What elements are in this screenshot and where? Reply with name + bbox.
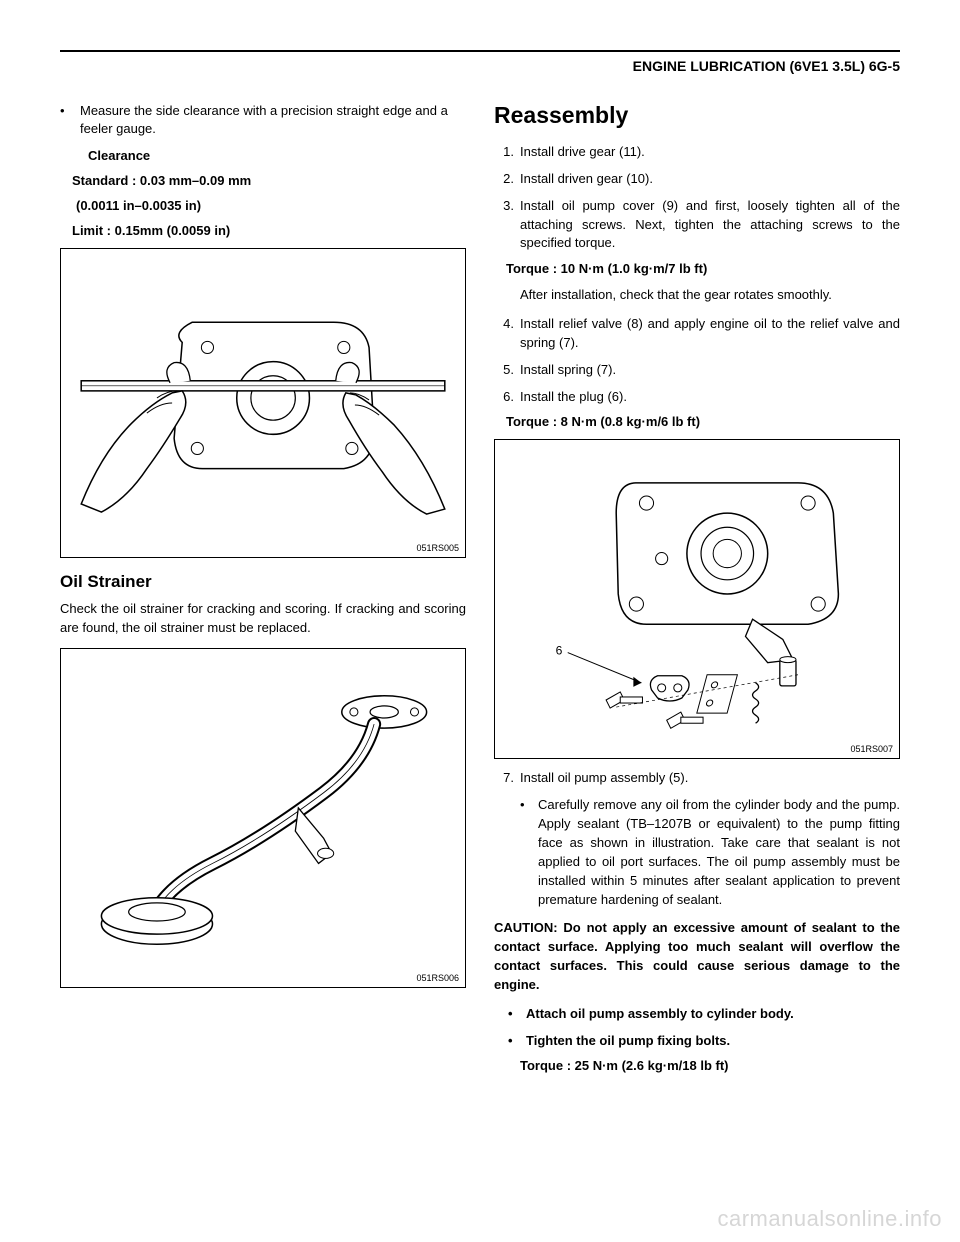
step-num: 1. (494, 143, 514, 162)
bullet-dot: • (60, 102, 72, 138)
step-text: Install the plug (6). (520, 388, 900, 407)
standard-spec: Standard : 0.03 mm–0.09 mm (72, 173, 466, 188)
step-text: Install spring (7). (520, 361, 900, 380)
step-text: Install relief valve (8) and apply engin… (520, 315, 900, 353)
oil-strainer-text: Check the oil strainer for cracking and … (60, 600, 466, 638)
clearance-label: Clearance (88, 148, 466, 163)
action-2: • Tighten the oil pump fixing bolts. (508, 1032, 900, 1051)
step-5: 5. Install spring (7). (494, 361, 900, 380)
figure-2-svg (61, 649, 465, 987)
step-num: 5. (494, 361, 514, 380)
step-2: 2. Install driven gear (10). (494, 170, 900, 189)
measure-text: Measure the side clearance with a precis… (80, 102, 466, 138)
figure-1: 051RS005 (60, 248, 466, 558)
step-4: 4. Install relief valve (8) and apply en… (494, 315, 900, 353)
figure-2-code: 051RS006 (416, 973, 459, 983)
torque-2: Torque : 8 N·m (0.8 kg·m/6 lb ft) (506, 414, 900, 429)
step-text: Install drive gear (11). (520, 143, 900, 162)
callout-6-text: 6 (556, 644, 563, 658)
right-column: Reassembly 1. Install drive gear (11). 2… (494, 102, 900, 1083)
header-rule (60, 50, 900, 52)
action-1: • Attach oil pump assembly to cylinder b… (508, 1005, 900, 1024)
caution-text: CAUTION: Do not apply an excessive amoun… (494, 919, 900, 994)
action-text: Attach oil pump assembly to cylinder bod… (526, 1005, 794, 1024)
step-3: 3. Install oil pump cover (9) and first,… (494, 197, 900, 254)
reassembly-heading: Reassembly (494, 102, 900, 129)
content-columns: • Measure the side clearance with a prec… (60, 102, 900, 1083)
step-num: 6. (494, 388, 514, 407)
step-text: Install oil pump cover (9) and first, lo… (520, 197, 900, 254)
figure-1-svg (61, 249, 465, 557)
step-text: Install oil pump assembly (5). (520, 769, 900, 788)
action-text: Tighten the oil pump fixing bolts. (526, 1032, 730, 1051)
oil-strainer-heading: Oil Strainer (60, 572, 466, 592)
figure-3-svg: 6 (495, 440, 899, 758)
after-install-text: After installation, check that the gear … (520, 286, 900, 305)
step-6: 6. Install the plug (6). (494, 388, 900, 407)
measure-bullet: • Measure the side clearance with a prec… (60, 102, 466, 138)
figure-2: 051RS006 (60, 648, 466, 988)
step-1: 1. Install drive gear (11). (494, 143, 900, 162)
page-header: ENGINE LUBRICATION (6VE1 3.5L) 6G-5 (60, 58, 900, 74)
figure-1-code: 051RS005 (416, 543, 459, 553)
figure-3-code: 051RS007 (850, 744, 893, 754)
step-num: 7. (494, 769, 514, 788)
watermark: carmanualsonline.info (717, 1206, 942, 1232)
figure-3: 6 (494, 439, 900, 759)
step-num: 3. (494, 197, 514, 254)
step-7-sub: • Carefully remove any oil from the cyli… (520, 796, 900, 909)
limit-spec: Limit : 0.15mm (0.0059 in) (72, 223, 466, 238)
step-text: Install driven gear (10). (520, 170, 900, 189)
torque-1: Torque : 10 N·m (1.0 kg·m/7 lb ft) (506, 261, 900, 276)
bullet-dot: • (520, 796, 530, 909)
step-7: 7. Install oil pump assembly (5). (494, 769, 900, 788)
sub-bullet-text: Carefully remove any oil from the cylind… (538, 796, 900, 909)
torque-3: Torque : 25 N·m (2.6 kg·m/18 lb ft) (520, 1058, 900, 1073)
step-num: 2. (494, 170, 514, 189)
inches-spec: (0.0011 in–0.0035 in) (76, 198, 466, 213)
bullet-dot: • (508, 1005, 518, 1024)
bullet-dot: • (508, 1032, 518, 1051)
step-num: 4. (494, 315, 514, 353)
left-column: • Measure the side clearance with a prec… (60, 102, 466, 1083)
